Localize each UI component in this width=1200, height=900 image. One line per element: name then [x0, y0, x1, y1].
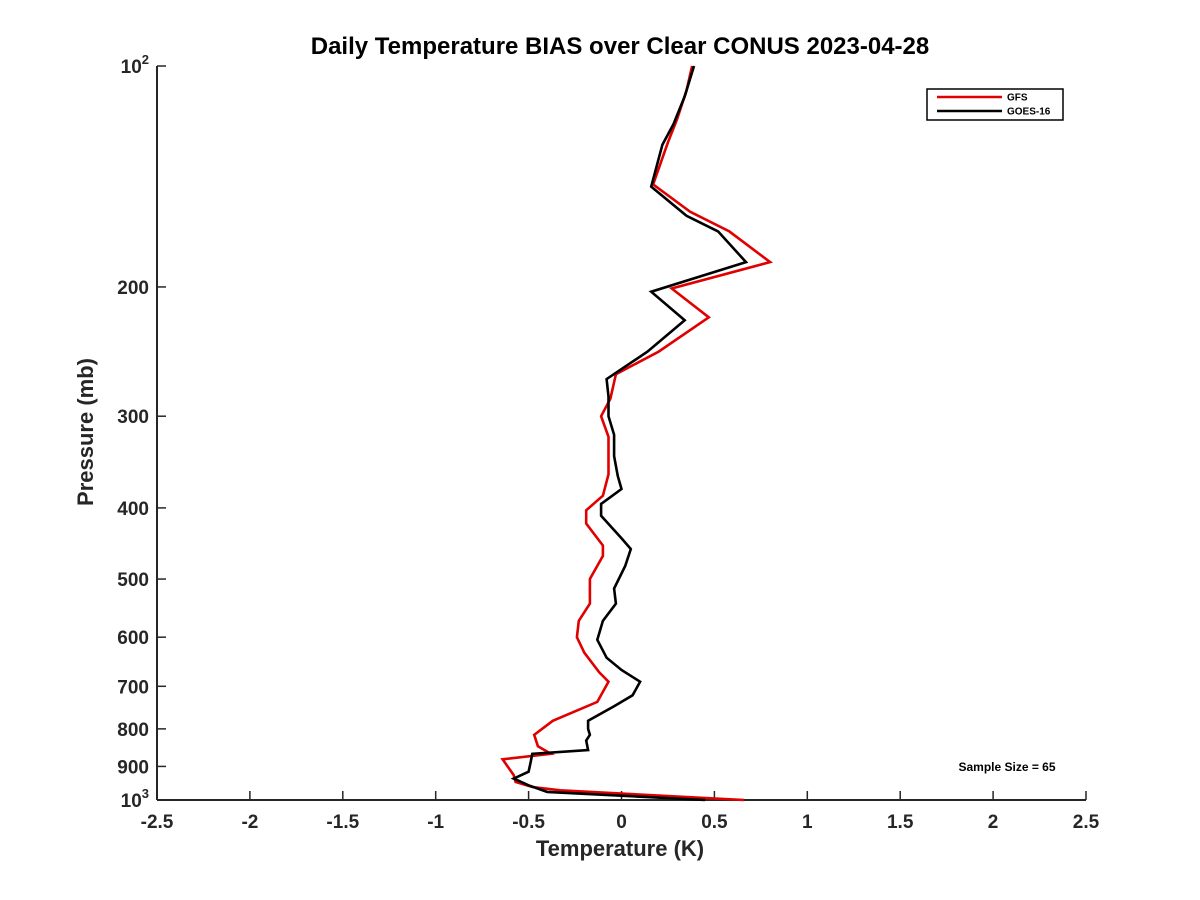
legend: GFS GOES-16	[926, 88, 1064, 121]
chart-title: Daily Temperature BIAS over Clear CONUS …	[311, 33, 929, 60]
legend-label: GFS	[1007, 93, 1028, 104]
series-line-goes-16	[510, 65, 749, 802]
y-tick-label: 300	[117, 407, 149, 428]
y-axis-label: Pressure (mb)	[73, 358, 98, 506]
legend-label: GOES-16	[1007, 107, 1051, 118]
x-tick-label: 0.5	[701, 812, 728, 833]
x-tick-label: 1	[802, 812, 813, 833]
series-line-gfs	[500, 65, 774, 802]
y-tick-label: 500	[117, 570, 149, 591]
legend-box	[926, 88, 1064, 121]
x-tick-label: -2.5	[141, 812, 174, 833]
y-tick-label: 600	[117, 628, 149, 649]
y-tick-label: 200	[117, 278, 149, 299]
x-axis-label: Temperature (K)	[536, 836, 704, 861]
x-tick-label: 2.5	[1073, 812, 1100, 833]
y-tick-label: 700	[117, 677, 149, 698]
x-tick-label: 1.5	[887, 812, 914, 833]
sample-size-annotation: Sample Size = 65	[958, 760, 1055, 774]
x-tick-label: -1.5	[326, 812, 359, 833]
x-tick-label: -2	[241, 812, 258, 833]
axes: -2.5 -2 -1.5 -1 -0.5 0 0.5 1 1.5 2 2.5 102 200 300 400…	[117, 52, 1099, 833]
y-tick-label: 900	[117, 757, 149, 778]
x-tick-label: 0	[616, 812, 627, 833]
y-tick-label: 400	[117, 499, 149, 520]
data-series	[500, 65, 774, 802]
x-tick-label: 2	[988, 812, 999, 833]
x-tick-label: -0.5	[512, 812, 545, 833]
y-tick-label: 800	[117, 720, 149, 741]
x-tick-label: -1	[427, 812, 444, 833]
y-tick-label: 103	[121, 786, 149, 812]
y-tick-label: 102	[121, 52, 149, 78]
